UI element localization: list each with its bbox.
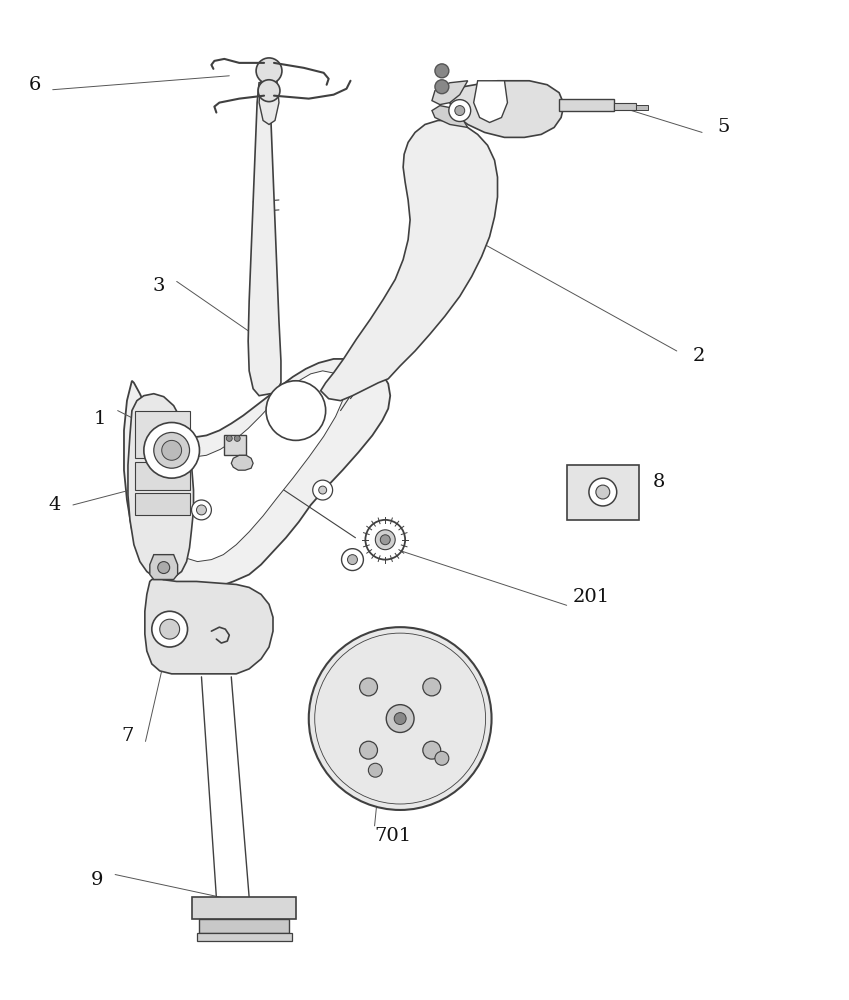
Polygon shape	[248, 81, 281, 396]
Circle shape	[258, 80, 280, 102]
Circle shape	[192, 500, 211, 520]
Circle shape	[435, 64, 449, 78]
Text: 6: 6	[29, 76, 41, 94]
Polygon shape	[432, 106, 468, 127]
Circle shape	[158, 562, 170, 574]
Circle shape	[423, 678, 441, 696]
Circle shape	[312, 480, 333, 500]
Circle shape	[360, 741, 378, 759]
Polygon shape	[231, 455, 253, 470]
Polygon shape	[149, 555, 177, 579]
Text: 201: 201	[573, 588, 610, 606]
Polygon shape	[259, 81, 279, 124]
Polygon shape	[124, 359, 391, 589]
Circle shape	[152, 611, 188, 647]
Bar	[135, 493, 189, 515]
Bar	[614, 103, 636, 110]
Polygon shape	[450, 81, 564, 137]
Bar	[192, 897, 295, 919]
Circle shape	[380, 535, 391, 545]
Text: 5: 5	[717, 118, 730, 136]
Circle shape	[455, 106, 464, 116]
Bar	[200, 919, 289, 933]
Circle shape	[160, 619, 180, 639]
Circle shape	[234, 435, 240, 441]
Circle shape	[309, 627, 492, 810]
Bar	[559, 99, 614, 111]
Text: 7: 7	[121, 727, 134, 745]
Circle shape	[318, 486, 327, 494]
Circle shape	[596, 485, 610, 499]
Circle shape	[435, 80, 449, 94]
Circle shape	[256, 58, 282, 84]
Circle shape	[360, 678, 378, 696]
Polygon shape	[474, 81, 508, 122]
Bar	[135, 411, 189, 458]
Circle shape	[435, 751, 449, 765]
Circle shape	[449, 100, 470, 121]
Circle shape	[365, 520, 405, 560]
Circle shape	[266, 381, 326, 440]
Circle shape	[394, 713, 406, 725]
Circle shape	[154, 432, 189, 468]
Polygon shape	[149, 371, 345, 562]
Bar	[135, 462, 189, 490]
Circle shape	[386, 705, 414, 732]
Polygon shape	[145, 579, 273, 674]
Polygon shape	[128, 394, 194, 579]
Text: 9: 9	[91, 871, 104, 889]
Text: 3: 3	[153, 277, 165, 295]
Circle shape	[143, 423, 200, 478]
Bar	[567, 465, 638, 520]
Circle shape	[423, 741, 441, 759]
Text: 1: 1	[93, 410, 106, 428]
Text: 8: 8	[653, 473, 665, 491]
Polygon shape	[321, 120, 498, 401]
Bar	[636, 105, 648, 110]
Circle shape	[227, 435, 233, 441]
Circle shape	[347, 555, 357, 565]
Polygon shape	[432, 81, 468, 105]
Text: 701: 701	[374, 827, 411, 845]
Text: 2: 2	[693, 347, 705, 365]
Text: 4: 4	[49, 496, 61, 514]
Bar	[224, 435, 246, 455]
Circle shape	[196, 505, 206, 515]
Circle shape	[368, 763, 382, 777]
Circle shape	[589, 478, 616, 506]
Bar	[196, 933, 292, 941]
Circle shape	[375, 530, 395, 550]
Circle shape	[341, 549, 363, 571]
Circle shape	[161, 440, 182, 460]
